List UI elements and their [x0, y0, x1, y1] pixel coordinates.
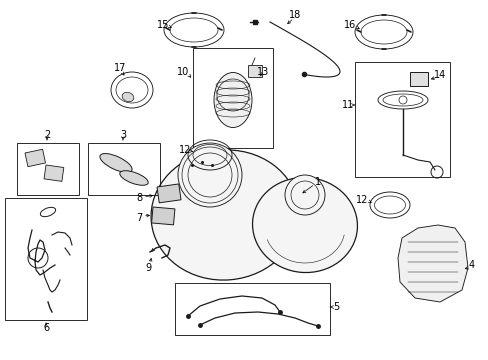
Text: 6: 6 — [43, 323, 49, 333]
Text: 8: 8 — [136, 193, 142, 203]
Ellipse shape — [214, 72, 251, 127]
Polygon shape — [397, 225, 467, 302]
Text: 12: 12 — [179, 145, 191, 155]
Text: 7: 7 — [136, 213, 142, 223]
Text: 14: 14 — [433, 70, 445, 80]
Circle shape — [178, 143, 242, 207]
Bar — [5, 198, 87, 320]
Text: 16: 16 — [343, 20, 355, 30]
Bar — [247, 65, 262, 77]
Text: 13: 13 — [256, 67, 268, 77]
Ellipse shape — [151, 150, 298, 280]
Text: 18: 18 — [288, 10, 301, 20]
Bar — [44, 165, 64, 181]
Text: 12: 12 — [355, 195, 367, 205]
Bar — [151, 207, 175, 225]
Bar — [409, 72, 427, 86]
Ellipse shape — [252, 177, 357, 273]
Text: 2: 2 — [44, 130, 50, 140]
Bar — [175, 283, 329, 335]
Bar — [17, 143, 79, 195]
Text: 1: 1 — [314, 177, 321, 187]
Bar — [25, 149, 45, 167]
Text: 5: 5 — [332, 302, 339, 312]
Text: 11: 11 — [341, 100, 353, 110]
Bar — [193, 48, 272, 148]
Bar — [88, 143, 160, 195]
Text: 17: 17 — [114, 63, 126, 73]
Text: 9: 9 — [144, 263, 151, 273]
Ellipse shape — [100, 154, 132, 172]
Text: 4: 4 — [468, 260, 474, 270]
Text: 10: 10 — [177, 67, 189, 77]
Ellipse shape — [120, 171, 148, 185]
Ellipse shape — [122, 92, 134, 102]
Bar — [354, 62, 449, 177]
Text: 3: 3 — [120, 130, 126, 140]
Text: 15: 15 — [157, 20, 169, 30]
Circle shape — [285, 175, 325, 215]
Bar — [157, 184, 181, 203]
